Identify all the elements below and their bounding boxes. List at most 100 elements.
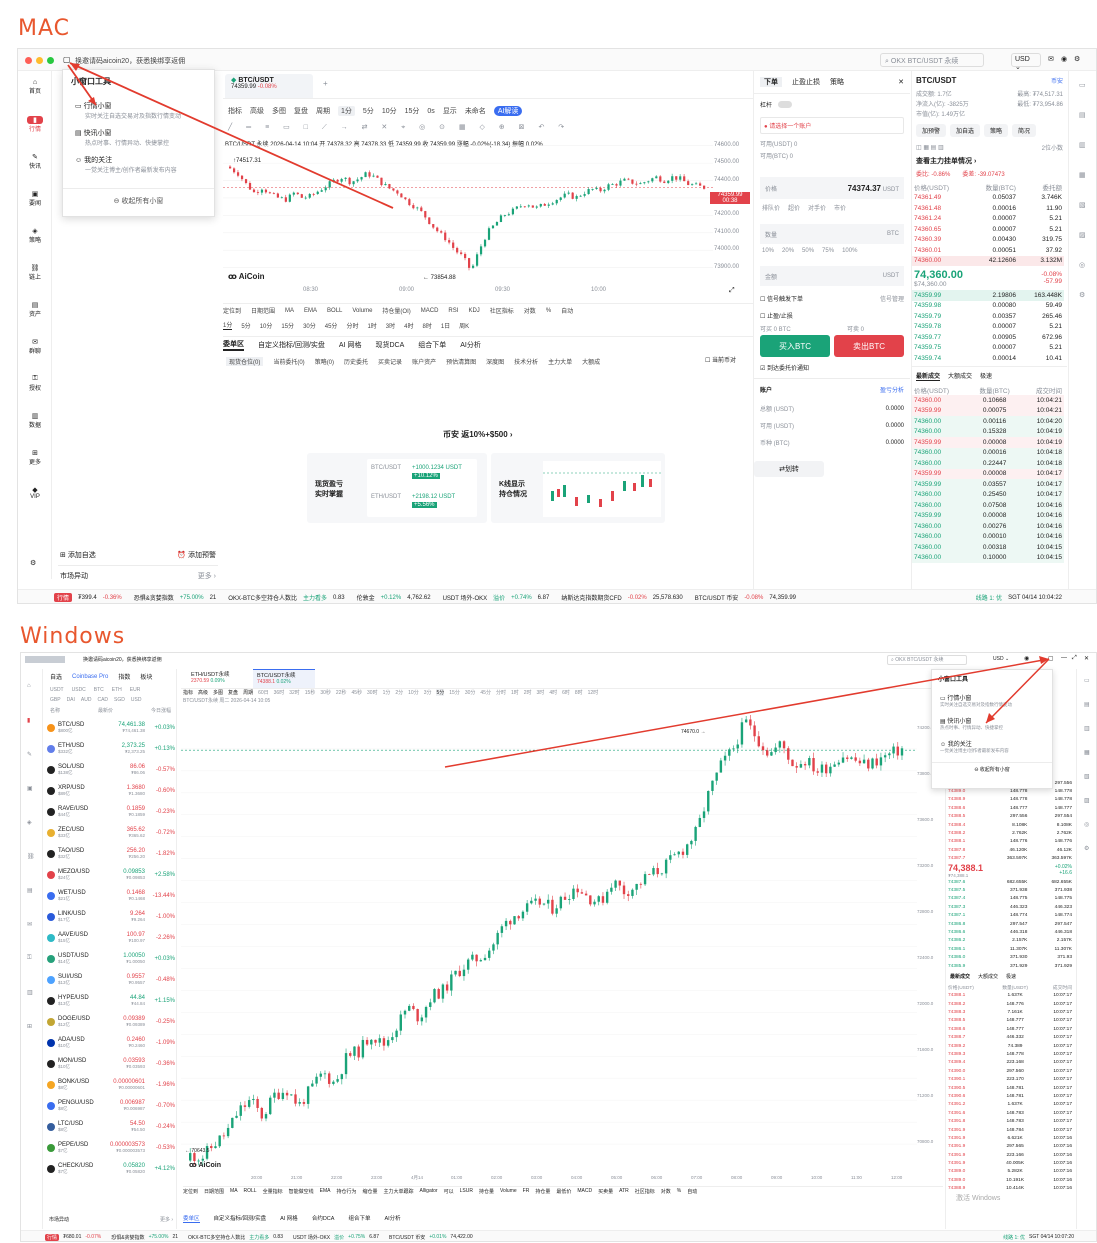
right-strip-icon[interactable]: ⚙ xyxy=(1084,846,1090,852)
period-item[interactable]: 30秒 xyxy=(320,690,331,696)
period-item[interactable]: 1时 xyxy=(367,323,377,330)
quote-filter[interactable]: SGD xyxy=(114,697,125,703)
sidebar-icon[interactable]: ▣ xyxy=(27,786,33,792)
ask-row[interactable]: 74388.1 148.776 148.776 xyxy=(946,838,1074,846)
right-strip-icon[interactable]: ⚙ xyxy=(1079,292,1086,299)
watchlist-row[interactable]: RAVE/USD $44亿 0.1859 ₮0.1859 -0.23% xyxy=(45,801,177,822)
indicator-item[interactable]: 自动 xyxy=(561,309,574,315)
order-tab[interactable]: 止盈止损 xyxy=(792,79,820,86)
indicator-item[interactable]: MACD xyxy=(577,1188,593,1194)
toolbar-1[interactable]: 1分 xyxy=(338,106,355,116)
watchlist-row[interactable]: BTC/USD $800亿 74,461.38 ₮74,461.38 +0.03% xyxy=(45,717,177,738)
ticker-action-button[interactable]: 策略 xyxy=(984,124,1009,137)
collapse-all-windows[interactable]: ⊖ 收起所有小窗 xyxy=(974,767,1010,773)
quote-filter[interactable]: AUD xyxy=(80,697,92,703)
indicator-item[interactable]: BOLL xyxy=(327,307,343,314)
watchlist-tab[interactable]: 自选 xyxy=(50,675,63,681)
quote-filter[interactable]: ETH xyxy=(111,687,122,693)
currency-select[interactable]: USD ⌄ xyxy=(1011,53,1041,71)
tab-btc-usdt[interactable]: ◆ BTC/USDT 74359.99 -0.08% xyxy=(225,74,313,98)
indicator-item[interactable]: MA xyxy=(230,1188,238,1194)
popup-item-market[interactable]: ▭ 行情小窗 实时关注自选交易对及指数行情变动 xyxy=(75,103,182,120)
percent-option[interactable]: 75% xyxy=(822,248,835,254)
period-item[interactable]: 32时 xyxy=(289,690,300,696)
watchlist-row[interactable]: PENGU/USD $8亿 0.006987 ₮0.006987 -0.70% xyxy=(45,1095,177,1116)
right-strip-icon[interactable]: ◎ xyxy=(1084,822,1090,828)
watchlist-row[interactable]: USDT/USD $14亿 1.00050 ₮1.00050 +0.03% xyxy=(45,948,177,969)
period-item[interactable]: 30分 xyxy=(464,690,476,696)
watchlist-row[interactable]: LTC/USD $8亿 54.50 ₮54.50 -0.24% xyxy=(45,1116,177,1137)
watchlist-row[interactable]: ZEC/USD $33亿 365.62 ₮365.62 -0.72% xyxy=(45,822,177,843)
bid-row[interactable]: 74359.77 0.00905 672.96 xyxy=(912,332,1064,343)
period-item[interactable]: 3时 xyxy=(536,690,545,696)
signal-manage-link[interactable]: 信号管理 xyxy=(879,297,904,303)
watchlist-row[interactable]: PEPE/USD $7亿 0.000003573 ₮0.000003573 -0.53% xyxy=(45,1137,177,1158)
period-item[interactable]: 3分 xyxy=(423,690,432,696)
bottom-tab[interactable]: 组合下单 xyxy=(348,1216,371,1222)
sub-tab[interactable]: 预估清算图 xyxy=(446,359,477,366)
right-strip-icon[interactable]: ▥ xyxy=(1084,726,1090,732)
period-item[interactable]: 1分 xyxy=(382,690,391,696)
ask-row[interactable]: 74360.39 0.00430 319.75 xyxy=(912,235,1064,246)
right-strip-icon[interactable]: ▦ xyxy=(1084,750,1090,756)
indicator-item[interactable]: 全量指标 xyxy=(262,1188,283,1195)
ticker-action-button[interactable]: 简况 xyxy=(1012,124,1037,137)
period-item[interactable]: 分时 xyxy=(495,690,506,696)
toolbar-x[interactable]: 周期 xyxy=(316,108,330,115)
drawing-tools[interactable]: ╱ ═ ≡ ▭ □ ⟋ → ⇄ ✕ ⌖ ◎ ⊙ ▦ ◇ ⊕ ⊠ ↶ ↷ xyxy=(228,124,571,131)
indicator-item[interactable]: 对数 xyxy=(660,1188,671,1195)
indicator-item[interactable]: 主力大单跟踪 xyxy=(383,1188,414,1195)
watchlist-row[interactable]: SOL/USD $138亿 86.06 ₮86.06 -0.57% xyxy=(45,759,177,780)
invite-notice[interactable]: 换邀请码aicoin20，获悉换绑享返佣 xyxy=(83,657,162,663)
quantity-input[interactable]: 数量 BTC xyxy=(760,224,904,244)
toolbar-x[interactable]: 未命名 xyxy=(464,108,486,115)
period-item[interactable]: 45秒 xyxy=(351,690,363,696)
sidebar-item[interactable]: ◈ 策略 xyxy=(18,227,52,244)
watchlist-row[interactable]: BONK/USD $8亿 0.00000601 ₮0.00000601 -1.96% xyxy=(45,1074,177,1095)
watchlist-row[interactable]: HYPE/USD $13亿 44.84 ₮44.84 +1.15% xyxy=(45,990,177,1011)
bid-row[interactable]: 74359.98 0.00080 59.49 xyxy=(912,301,1064,312)
bottom-tab[interactable]: AI 网格 xyxy=(338,341,362,349)
candlestick-chart[interactable] xyxy=(223,137,753,285)
sidebar-icon[interactable]: ▤ xyxy=(27,888,33,894)
indicator-item[interactable]: 持仓量 xyxy=(478,1188,494,1195)
chart-tab[interactable]: BTC/USDT永续 74388.1 0.02% xyxy=(253,669,315,688)
period-item[interactable]: 1日 xyxy=(440,323,451,330)
period-item[interactable]: 45分 xyxy=(324,323,338,330)
bid-row[interactable]: 74359.75 0.00007 5.21 xyxy=(912,343,1064,354)
more-link[interactable]: 更多 › xyxy=(197,573,216,580)
indicator-item[interactable]: KDJ xyxy=(468,307,480,314)
bottom-tab[interactable]: 自定义指标/回测/实盘 xyxy=(258,341,325,349)
right-strip-icon[interactable]: ▥ xyxy=(1079,142,1086,149)
period-item[interactable]: 45分 xyxy=(480,690,491,696)
period-item[interactable]: 8时 xyxy=(422,323,432,330)
watchlist-row[interactable]: MON/USD $10亿 0.03593 ₮0.03593 -0.36% xyxy=(45,1053,177,1074)
message-icon[interactable]: ✉ xyxy=(1048,56,1054,63)
period-item[interactable]: 22秒 xyxy=(335,690,347,696)
candlestick-chart[interactable] xyxy=(181,705,917,1177)
indicator-item[interactable]: 社区指标 xyxy=(489,309,514,315)
indicator-item[interactable]: RSI xyxy=(448,307,459,314)
sub-tab[interactable]: 买卖记录 xyxy=(378,359,403,366)
bid-row[interactable]: 74386.2 2.157K 2.157K xyxy=(946,937,1074,945)
toolbar-0s[interactable]: 0s xyxy=(427,107,435,115)
pnl-analysis-link[interactable]: 盈亏分析 xyxy=(879,388,904,394)
indicator-item[interactable]: 定位到 xyxy=(183,1188,199,1195)
period-item[interactable]: 15分 xyxy=(281,323,295,330)
period-item[interactable]: 周K xyxy=(459,323,470,330)
window-tool-icon[interactable]: ▢ xyxy=(63,55,71,64)
period-item[interactable]: 30分 xyxy=(303,323,316,330)
indicator-item[interactable]: 持仓行为 xyxy=(336,1188,357,1195)
period-item[interactable]: 10分 xyxy=(408,690,419,696)
sidebar-item[interactable]: ▣ 要闻 xyxy=(18,190,52,207)
indicator-item[interactable]: 社区指标 xyxy=(634,1188,655,1195)
watchlist-row[interactable]: LINK/USD $17亿 9.264 ₮9.264 -1.00% xyxy=(45,906,177,927)
right-strip-icon[interactable]: ▤ xyxy=(1079,112,1086,119)
bottom-tab[interactable]: 委单区 xyxy=(183,1215,200,1223)
toolbar-x[interactable]: 复盘 xyxy=(294,108,308,115)
toolbar-item[interactable]: 高级 xyxy=(198,690,209,696)
quote-filter[interactable]: DAI xyxy=(66,697,75,703)
watchlist-row[interactable]: TAO/USD $32亿 256.20 ₮256.20 -1.82% xyxy=(45,843,177,864)
currency-select[interactable]: USD ⌄ xyxy=(993,656,1010,662)
bid-row[interactable]: 74387.6 682.655K 682.655K xyxy=(946,878,1074,886)
